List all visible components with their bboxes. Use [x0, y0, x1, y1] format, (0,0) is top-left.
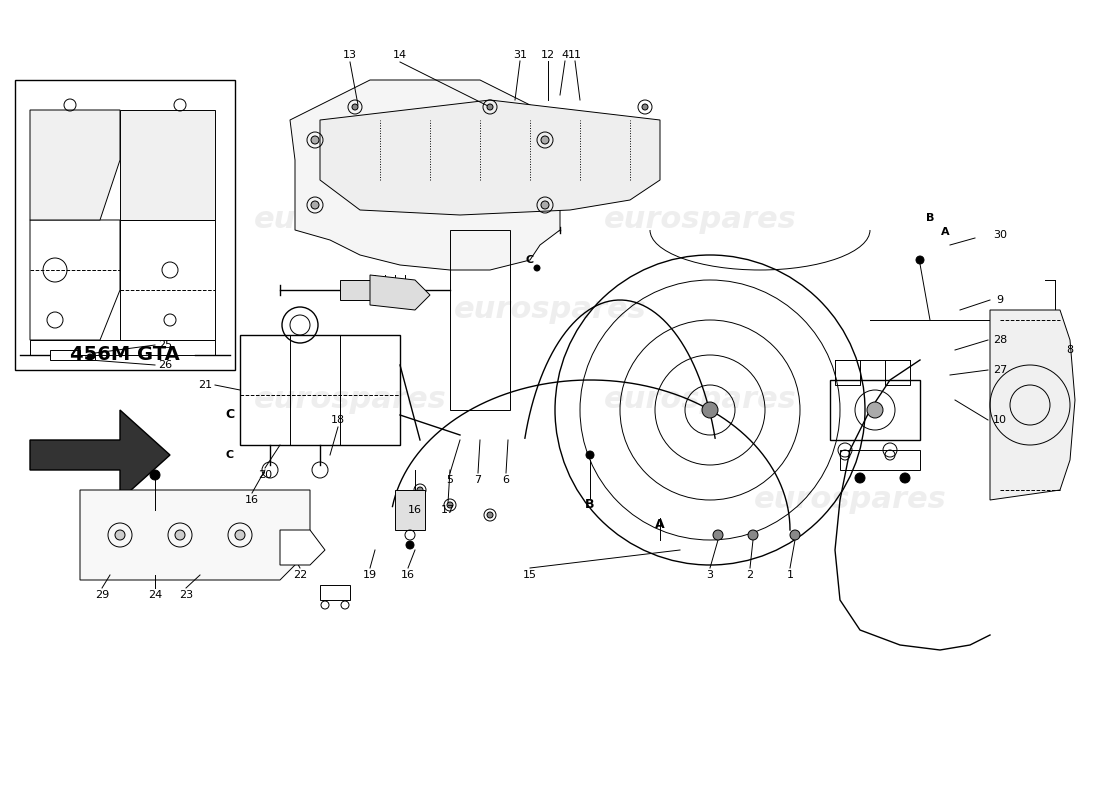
Circle shape	[150, 470, 160, 480]
Text: 4: 4	[561, 50, 569, 60]
Text: 8: 8	[1066, 345, 1074, 355]
Text: C: C	[226, 409, 234, 422]
Circle shape	[447, 502, 453, 508]
Polygon shape	[990, 310, 1075, 500]
Bar	[830, 380, 920, 440]
Text: 11: 11	[568, 50, 582, 60]
Text: eurospares: eurospares	[754, 486, 946, 514]
Text: 9: 9	[997, 295, 1003, 305]
Text: 2: 2	[747, 570, 754, 580]
Circle shape	[487, 512, 493, 518]
Circle shape	[175, 530, 185, 540]
Text: 25: 25	[158, 340, 172, 350]
Text: 19: 19	[363, 570, 377, 580]
Circle shape	[541, 201, 549, 209]
Text: 5: 5	[447, 475, 453, 485]
Text: C: C	[526, 255, 535, 265]
Text: 21: 21	[198, 380, 212, 390]
Bar	[450, 230, 510, 410]
Text: 23: 23	[179, 590, 194, 600]
Text: A: A	[656, 518, 664, 531]
Circle shape	[790, 530, 800, 540]
Text: B: B	[585, 498, 595, 511]
Text: 31: 31	[513, 50, 527, 60]
Polygon shape	[80, 490, 310, 580]
Circle shape	[916, 256, 924, 264]
Text: 22: 22	[293, 570, 307, 580]
Polygon shape	[280, 530, 324, 565]
Circle shape	[311, 201, 319, 209]
Circle shape	[586, 451, 594, 459]
Bar	[15, 80, 235, 370]
Circle shape	[417, 487, 424, 493]
Text: 3: 3	[706, 570, 714, 580]
Circle shape	[900, 473, 910, 483]
Circle shape	[311, 136, 319, 144]
Text: 24: 24	[147, 590, 162, 600]
Polygon shape	[30, 340, 214, 355]
Text: 15: 15	[522, 570, 537, 580]
Text: 16: 16	[408, 505, 422, 515]
Text: 12: 12	[541, 50, 556, 60]
Circle shape	[406, 541, 414, 549]
Circle shape	[487, 104, 493, 110]
Bar	[840, 450, 920, 470]
Bar	[320, 585, 350, 600]
Bar	[886, 360, 910, 385]
Bar	[340, 280, 379, 300]
Circle shape	[534, 265, 540, 271]
Text: A: A	[940, 227, 949, 237]
Polygon shape	[30, 110, 120, 220]
Text: 20: 20	[257, 470, 272, 480]
Text: 27: 27	[993, 365, 1008, 375]
Polygon shape	[120, 220, 214, 340]
Text: 1: 1	[786, 570, 793, 580]
Bar	[240, 335, 400, 445]
Text: eurospares: eurospares	[604, 206, 796, 234]
Text: eurospares: eurospares	[254, 386, 447, 414]
Text: 6: 6	[503, 475, 509, 485]
Polygon shape	[30, 220, 120, 340]
Text: 18: 18	[331, 415, 345, 425]
Text: C: C	[226, 450, 234, 460]
Text: eurospares: eurospares	[453, 295, 647, 325]
Bar	[395, 490, 425, 530]
Text: 30: 30	[993, 230, 1007, 240]
Circle shape	[702, 402, 718, 418]
Circle shape	[235, 530, 245, 540]
Text: 17: 17	[441, 505, 455, 515]
Text: eurospares: eurospares	[604, 386, 796, 414]
Text: 456M GTA: 456M GTA	[70, 346, 180, 365]
Text: 13: 13	[343, 50, 358, 60]
Polygon shape	[320, 100, 660, 215]
Polygon shape	[120, 110, 214, 220]
Text: eurospares: eurospares	[254, 206, 447, 234]
Circle shape	[352, 104, 358, 110]
Text: 16: 16	[402, 570, 415, 580]
Text: 7: 7	[474, 475, 482, 485]
Circle shape	[541, 136, 549, 144]
Text: 14: 14	[393, 50, 407, 60]
Circle shape	[116, 530, 125, 540]
Text: 10: 10	[993, 415, 1007, 425]
Circle shape	[642, 104, 648, 110]
Circle shape	[87, 354, 94, 360]
Circle shape	[855, 473, 865, 483]
Text: 16: 16	[245, 495, 258, 505]
Circle shape	[713, 530, 723, 540]
Circle shape	[867, 402, 883, 418]
Polygon shape	[290, 80, 560, 270]
Text: 26: 26	[158, 360, 172, 370]
Circle shape	[748, 530, 758, 540]
Polygon shape	[30, 410, 170, 500]
Text: B: B	[926, 213, 934, 223]
Text: 29: 29	[95, 590, 109, 600]
Polygon shape	[50, 350, 95, 360]
Text: 28: 28	[993, 335, 1008, 345]
Bar	[835, 360, 860, 385]
Polygon shape	[370, 275, 430, 310]
